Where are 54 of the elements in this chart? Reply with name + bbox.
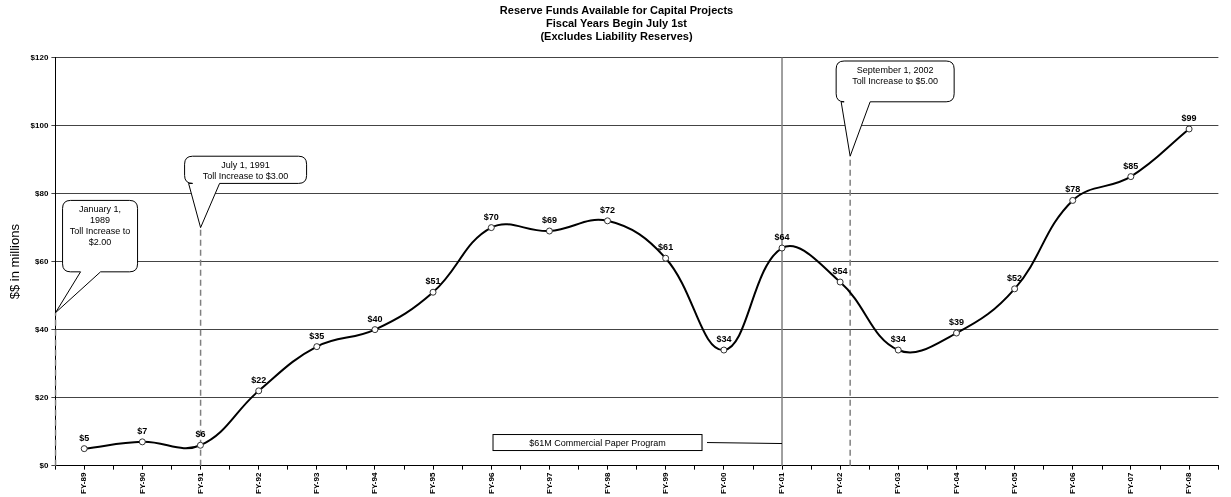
x-tick-label: FY-95 xyxy=(428,472,438,494)
y-axis-title: $$ in millions xyxy=(7,223,23,300)
x-tick-label: FY-01 xyxy=(777,472,787,494)
annotation: July 1, 1991 Toll Increase to $3.00 xyxy=(202,160,289,182)
data-label: $54 xyxy=(832,266,848,277)
annotation: $61M Commercial Paper Program xyxy=(529,438,666,449)
x-tick-label: FY-94 xyxy=(370,472,380,494)
data-label: $40 xyxy=(367,313,383,324)
x-tick-label: FY-91 xyxy=(195,472,205,494)
x-tick-label: FY-99 xyxy=(660,472,670,494)
data-label: $99 xyxy=(1181,112,1197,123)
data-label: $34 xyxy=(716,334,732,345)
data-label: $39 xyxy=(948,317,965,328)
data-label: $34 xyxy=(890,334,906,345)
data-label: $35 xyxy=(309,330,325,341)
x-tick-label: FY-96 xyxy=(486,472,496,494)
x-tick-label: FY-89 xyxy=(79,472,89,494)
data-label: $72 xyxy=(600,204,616,215)
x-tick-label: FY-02 xyxy=(835,472,845,494)
x-tick-label: FY-07 xyxy=(1126,472,1136,494)
data-label: $64 xyxy=(774,232,790,243)
data-label: $7 xyxy=(137,425,148,436)
data-label: $6 xyxy=(195,429,206,440)
x-tick-label: FY-03 xyxy=(893,472,903,494)
data-label: $61 xyxy=(658,242,674,253)
chart-title: Reserve Funds Available for Capital Projects xyxy=(499,3,734,16)
x-tick-label: FY-08 xyxy=(1184,472,1194,494)
x-tick-label: FY-06 xyxy=(1067,472,1077,494)
y-tick-label: $80 xyxy=(35,188,49,198)
data-label: $22 xyxy=(251,374,267,385)
data-label: $70 xyxy=(483,211,499,222)
y-tick-label: $100 xyxy=(30,120,49,130)
x-tick-label: FY-00 xyxy=(719,472,729,494)
chart-subtitle: Fiscal Years Begin July 1st (Excludes Liability Reserves) xyxy=(540,16,693,43)
data-label: $85 xyxy=(1123,160,1139,171)
x-tick-label: FY-92 xyxy=(253,472,263,494)
data-label: $51 xyxy=(425,276,441,287)
annotation: January 1, 1989 Toll Increase to $2.00 xyxy=(69,204,131,248)
data-label: $78 xyxy=(1065,184,1081,195)
y-tick-label: $60 xyxy=(35,256,49,266)
data-label: $5 xyxy=(79,432,90,443)
x-tick-label: FY-90 xyxy=(137,472,147,494)
x-tick-label: FY-04 xyxy=(951,472,961,494)
y-tick-label: $20 xyxy=(35,392,49,402)
data-label: $69 xyxy=(541,215,557,226)
data-label: $52 xyxy=(1007,272,1023,283)
x-tick-label: FY-05 xyxy=(1009,472,1019,494)
x-tick-label: FY-93 xyxy=(312,472,322,494)
annotation: September 1, 2002 Toll Increase to $5.00 xyxy=(852,65,938,86)
y-tick-label: $40 xyxy=(35,324,49,334)
y-tick-label: $0 xyxy=(39,460,49,470)
y-tick-label: $120 xyxy=(30,52,49,62)
x-tick-label: FY-97 xyxy=(544,472,554,494)
x-tick-label: FY-98 xyxy=(602,472,612,494)
